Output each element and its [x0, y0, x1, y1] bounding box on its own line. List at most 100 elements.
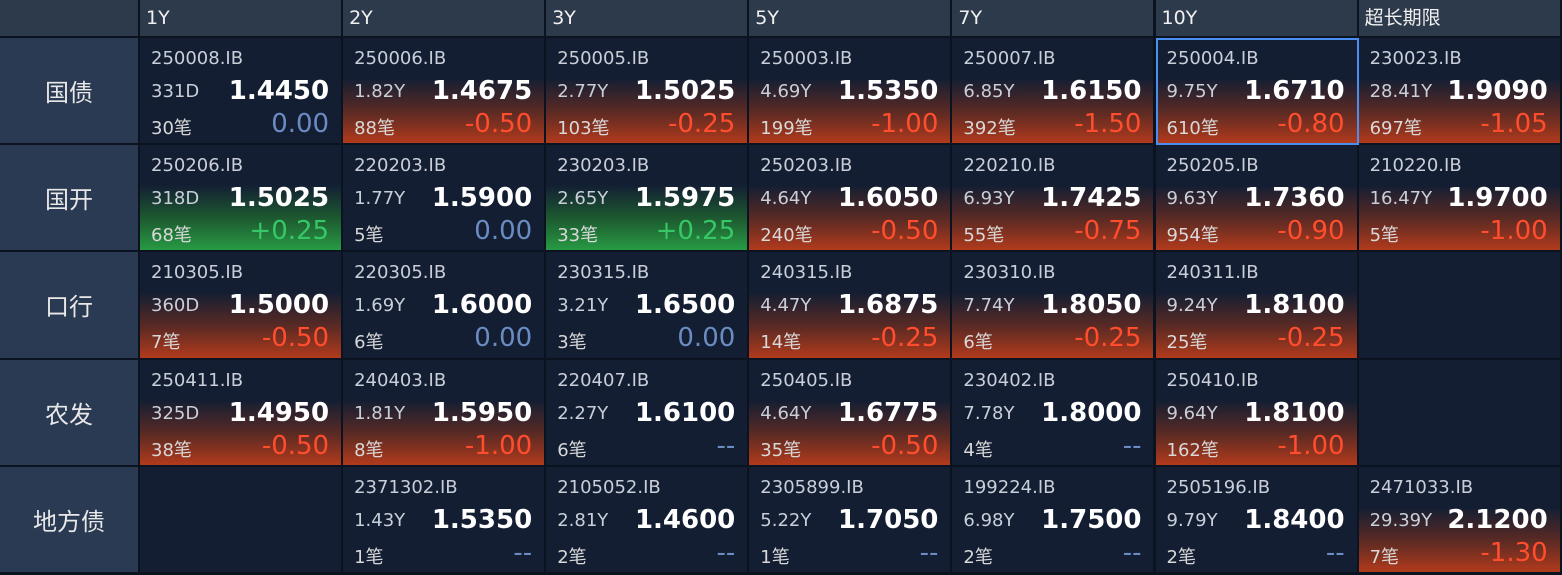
quote-cell: 230203.IB 2.65Y 1.5975 33笔 +0.25 [546, 145, 750, 253]
bond-code: 250006.IB [354, 48, 447, 69]
row-label: 地方债 [0, 466, 138, 574]
change: -- [1122, 537, 1142, 568]
yield: 1.7425 [1041, 183, 1142, 214]
change: -0.50 [464, 109, 533, 139]
change: -0.50 [871, 216, 939, 247]
quote-cell: 230315.IB 3.21Y 1.6500 3笔 0.00 [546, 252, 750, 360]
quote-cell: 240315.IB 4.47Y 1.6875 14笔 -0.25 [749, 252, 953, 360]
term: 9.63Y [1166, 188, 1218, 210]
change: -- [716, 430, 736, 461]
trade-count: 35笔 [760, 439, 802, 461]
yield: 1.5350 [838, 76, 939, 106]
bond-code: 250005.IB [557, 48, 650, 69]
yield: 1.6875 [838, 290, 939, 321]
bond-code: 250405.IB [760, 369, 853, 391]
quote-cell: 210305.IB 360D 1.5000 7笔 -0.50 [140, 252, 344, 360]
term: 331D [151, 81, 200, 102]
term: 2.77Y [557, 81, 609, 102]
quote-cell: 230310.IB 7.74Y 1.8050 6笔 -0.25 [952, 252, 1156, 360]
term: 9.79Y [1166, 509, 1218, 531]
quote-cell: 250008.IB 331D 1.4450 30笔 0.00 [140, 38, 344, 146]
change: -- [1122, 430, 1142, 461]
yield: 2.1200 [1447, 504, 1548, 535]
quote-cell: 240403.IB 1.81Y 1.5950 8笔 -1.00 [343, 359, 547, 467]
term: 1.77Y [354, 188, 406, 210]
change: -0.90 [1277, 216, 1345, 247]
bond-code: 250410.IB [1166, 369, 1259, 391]
trade-count: 55笔 [963, 225, 1005, 247]
bond-code: 250411.IB [151, 369, 244, 391]
quote-cell: 230402.IB 7.78Y 1.8000 4笔 -- [952, 359, 1156, 467]
quote-cell: 250003.IB 4.69Y 1.5350 199笔 -1.00 [749, 38, 953, 146]
row-label: 口行 [0, 252, 138, 360]
bond-code: 220407.IB [557, 369, 650, 391]
term: 1.43Y [354, 509, 406, 531]
yield: 1.7050 [838, 504, 939, 535]
quote-cell: 250005.IB 2.77Y 1.5025 103笔 -0.25 [546, 38, 750, 146]
yield: 1.5350 [431, 504, 533, 535]
quote-cell: 199224.IB 6.98Y 1.7500 2笔 -- [952, 466, 1156, 574]
header-corner [0, 0, 140, 36]
trade-count: 697笔 [1369, 118, 1422, 139]
bond-code: 250008.IB [151, 48, 244, 69]
change: -0.50 [871, 430, 939, 461]
bond-code: 220210.IB [963, 155, 1056, 177]
yield: 1.9090 [1447, 76, 1548, 106]
quote-cell: 240311.IB 9.24Y 1.8100 25笔 -0.25 [1155, 252, 1359, 360]
bond-code: 210305.IB [151, 262, 244, 284]
bond-code: 250003.IB [760, 48, 853, 69]
yield: 1.6710 [1244, 76, 1345, 106]
yield: 1.5900 [431, 183, 533, 214]
quote-cell: 2305899.IB 5.22Y 1.7050 1笔 -- [749, 466, 953, 574]
trade-count: 33笔 [557, 225, 599, 247]
change: -0.50 [261, 430, 330, 461]
term: 9.24Y [1166, 295, 1218, 317]
trade-count: 8笔 [354, 439, 384, 461]
change: -0.25 [668, 109, 736, 139]
column-header: 1Y [140, 0, 344, 36]
bond-code: 230023.IB [1369, 48, 1462, 69]
trade-count: 25笔 [1166, 332, 1208, 354]
change: -1.00 [1277, 430, 1345, 461]
yield: 1.6100 [634, 397, 736, 428]
trade-count: 103笔 [557, 118, 610, 139]
term: 3.21Y [557, 295, 609, 317]
quote-cell: 210220.IB 16.47Y 1.9700 5笔 -1.00 [1358, 145, 1562, 253]
yield: 1.5000 [228, 290, 330, 321]
change: -- [1325, 537, 1345, 568]
term: 7.74Y [963, 295, 1015, 317]
term: 4.47Y [760, 295, 812, 317]
yield: 1.5950 [431, 397, 533, 428]
yield: 1.8050 [1041, 290, 1142, 321]
bond-code: 240403.IB [354, 369, 447, 391]
quote-cell: 2105052.IB 2.81Y 1.4600 2笔 -- [546, 466, 750, 574]
term: 1.69Y [354, 295, 406, 317]
trade-count: 30笔 [151, 118, 192, 139]
quote-cell: 220210.IB 6.93Y 1.7425 55笔 -0.75 [952, 145, 1156, 253]
term: 16.47Y [1369, 188, 1433, 210]
change: -- [919, 537, 939, 568]
term: 6.93Y [963, 188, 1015, 210]
bond-code: 210220.IB [1369, 155, 1462, 177]
trade-count: 954笔 [1166, 225, 1219, 247]
term: 4.64Y [760, 188, 812, 210]
term: 9.64Y [1166, 402, 1218, 424]
change: -1.00 [1480, 216, 1548, 247]
bond-code: 2371302.IB [354, 476, 458, 498]
column-header: 7Y [952, 0, 1156, 36]
change: +0.25 [655, 216, 736, 247]
yield: 1.8000 [1041, 397, 1142, 428]
trade-count: 610笔 [1166, 118, 1219, 139]
bond-code: 220305.IB [354, 262, 447, 284]
yield: 1.7500 [1041, 504, 1142, 535]
quote-cell [1358, 359, 1562, 467]
trade-count: 1笔 [354, 546, 384, 568]
quote-cell: 230023.IB 28.41Y 1.9090 697笔 -1.05 [1358, 38, 1562, 146]
quote-cell: 2371302.IB 1.43Y 1.5350 1笔 -- [343, 466, 547, 574]
yield: 1.6150 [1041, 76, 1142, 106]
yield: 1.6000 [431, 290, 533, 321]
quote-cell: 250007.IB 6.85Y 1.6150 392笔 -1.50 [952, 38, 1156, 146]
trade-count: 6笔 [354, 332, 384, 354]
yield: 1.6775 [838, 397, 939, 428]
change: 0.00 [474, 323, 533, 354]
